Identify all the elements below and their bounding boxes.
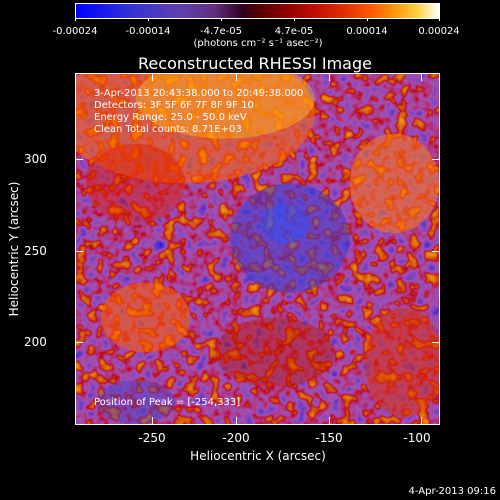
x-tick	[421, 73, 422, 81]
colorbar-units: (photons cm⁻² s⁻¹ asec⁻²)	[193, 38, 323, 49]
detectors-label: Detectors: 3F 5F 6F 7F 8F 9F 10	[94, 100, 254, 111]
observation-time: 3-Apr-2013 20:43:38.000 to 20:49:38.000	[94, 88, 304, 99]
y-tick	[75, 251, 83, 252]
colorbar-tick	[439, 18, 440, 21]
y-tick	[432, 342, 440, 343]
colorbar-tick	[148, 18, 149, 21]
clean-total-counts: Clean Total counts: 8.71E+03	[94, 124, 242, 135]
y-axis-title: Heliocentric Y (arcsec)	[7, 181, 21, 317]
x-tick-label: -100	[403, 431, 431, 445]
x-tick	[236, 73, 237, 81]
x-tick	[152, 417, 153, 425]
x-tick	[421, 417, 422, 425]
energy-range-label: Energy Range: 25.0 - 50.0 keV	[94, 112, 247, 123]
colorbar-tick-label: -0.00014	[125, 26, 171, 37]
x-tick	[152, 73, 153, 81]
y-tick	[75, 342, 83, 343]
y-tick-label: 300	[24, 152, 47, 166]
colorbar-tick	[75, 18, 76, 21]
x-tick-label: -150	[315, 431, 343, 445]
colorbar-tick-label: 4.7e-05	[274, 26, 314, 37]
colorbar-tick-label: 0.00014	[346, 26, 388, 37]
colorbar-tick	[294, 18, 295, 21]
x-tick	[329, 73, 330, 81]
x-tick-label: -200	[222, 431, 250, 445]
reconstructed-image	[76, 74, 439, 424]
x-tick-label: -250	[138, 431, 166, 445]
x-tick	[236, 417, 237, 425]
peak-position: Position of Peak = [-254,333]	[94, 397, 241, 408]
colorbar	[75, 3, 440, 19]
colorbar-tick	[367, 18, 368, 21]
y-tick-label: 200	[24, 335, 47, 349]
x-tick	[329, 417, 330, 425]
x-axis-title: Heliocentric X (arcsec)	[190, 449, 326, 463]
image-plot: 3-Apr-2013 20:43:38.000 to 20:49:38.000 …	[75, 73, 440, 425]
colorbar-tick	[221, 18, 222, 21]
colorbar-tick-label: -0.00024	[52, 26, 98, 37]
y-tick-label: 250	[24, 244, 47, 258]
y-tick	[75, 159, 83, 160]
y-tick	[432, 251, 440, 252]
image-title: Reconstructed RHESSI Image	[138, 54, 372, 73]
y-tick	[432, 159, 440, 160]
colorbar-tick-label: 0.00024	[418, 26, 460, 37]
render-timestamp: 4-Apr-2013 09:16	[408, 486, 496, 497]
colorbar-tick-label: -4.7e-05	[200, 26, 242, 37]
